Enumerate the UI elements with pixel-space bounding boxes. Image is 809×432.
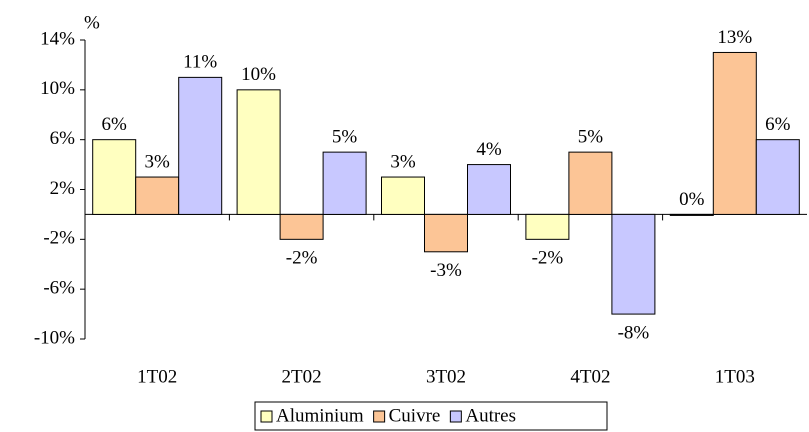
x-tick-label: 4T02 [570, 366, 610, 387]
bar [322, 151, 367, 215]
bar [755, 139, 800, 215]
legend-label: Aluminium [276, 405, 364, 426]
legend-swatch [373, 410, 386, 423]
y-tick-label: 14% [40, 28, 75, 49]
bar [669, 213, 714, 216]
x-tick-label: 3T02 [426, 366, 466, 387]
bar [467, 164, 511, 215]
bar [712, 51, 757, 215]
value-label: 3% [390, 151, 416, 172]
legend-label: Autres [465, 405, 516, 426]
value-label: 5% [332, 126, 358, 147]
value-label: 13% [717, 27, 752, 48]
value-label: -8% [618, 322, 650, 343]
y-tick-label: 10% [40, 78, 75, 99]
value-label: 11% [183, 52, 217, 73]
y-tick-label: 2% [50, 178, 76, 199]
legend-box [254, 401, 608, 431]
bar [568, 151, 613, 215]
x-tick-label: 2T02 [282, 366, 322, 387]
bar [611, 213, 656, 315]
value-label: -2% [286, 248, 318, 269]
value-label: -3% [430, 260, 462, 281]
bar [525, 213, 570, 240]
bar [279, 213, 324, 240]
legend-swatch [260, 410, 273, 423]
bar [424, 213, 468, 253]
bar [381, 176, 425, 215]
y-tick-label: -6% [43, 278, 75, 299]
y-axis-label: % [84, 12, 100, 33]
bar [92, 139, 137, 215]
y-tick-label: 6% [50, 128, 76, 149]
value-label: 4% [476, 139, 502, 160]
bar [135, 176, 180, 215]
value-label: 5% [578, 126, 604, 147]
value-label: 0% [679, 189, 705, 210]
bar [236, 89, 281, 215]
value-label: -2% [532, 248, 564, 269]
value-label: 3% [145, 151, 171, 172]
legend-swatch [449, 410, 462, 423]
value-label: 6% [102, 114, 128, 135]
y-tick-label: -10% [34, 327, 75, 348]
x-tick-label: 1T03 [715, 366, 755, 387]
bar [178, 76, 223, 215]
value-label: 10% [241, 64, 276, 85]
value-label: 6% [765, 114, 791, 135]
legend-label: Cuivre [389, 405, 441, 426]
y-tick-label: -2% [43, 228, 75, 249]
x-tick-label: 1T02 [137, 366, 177, 387]
